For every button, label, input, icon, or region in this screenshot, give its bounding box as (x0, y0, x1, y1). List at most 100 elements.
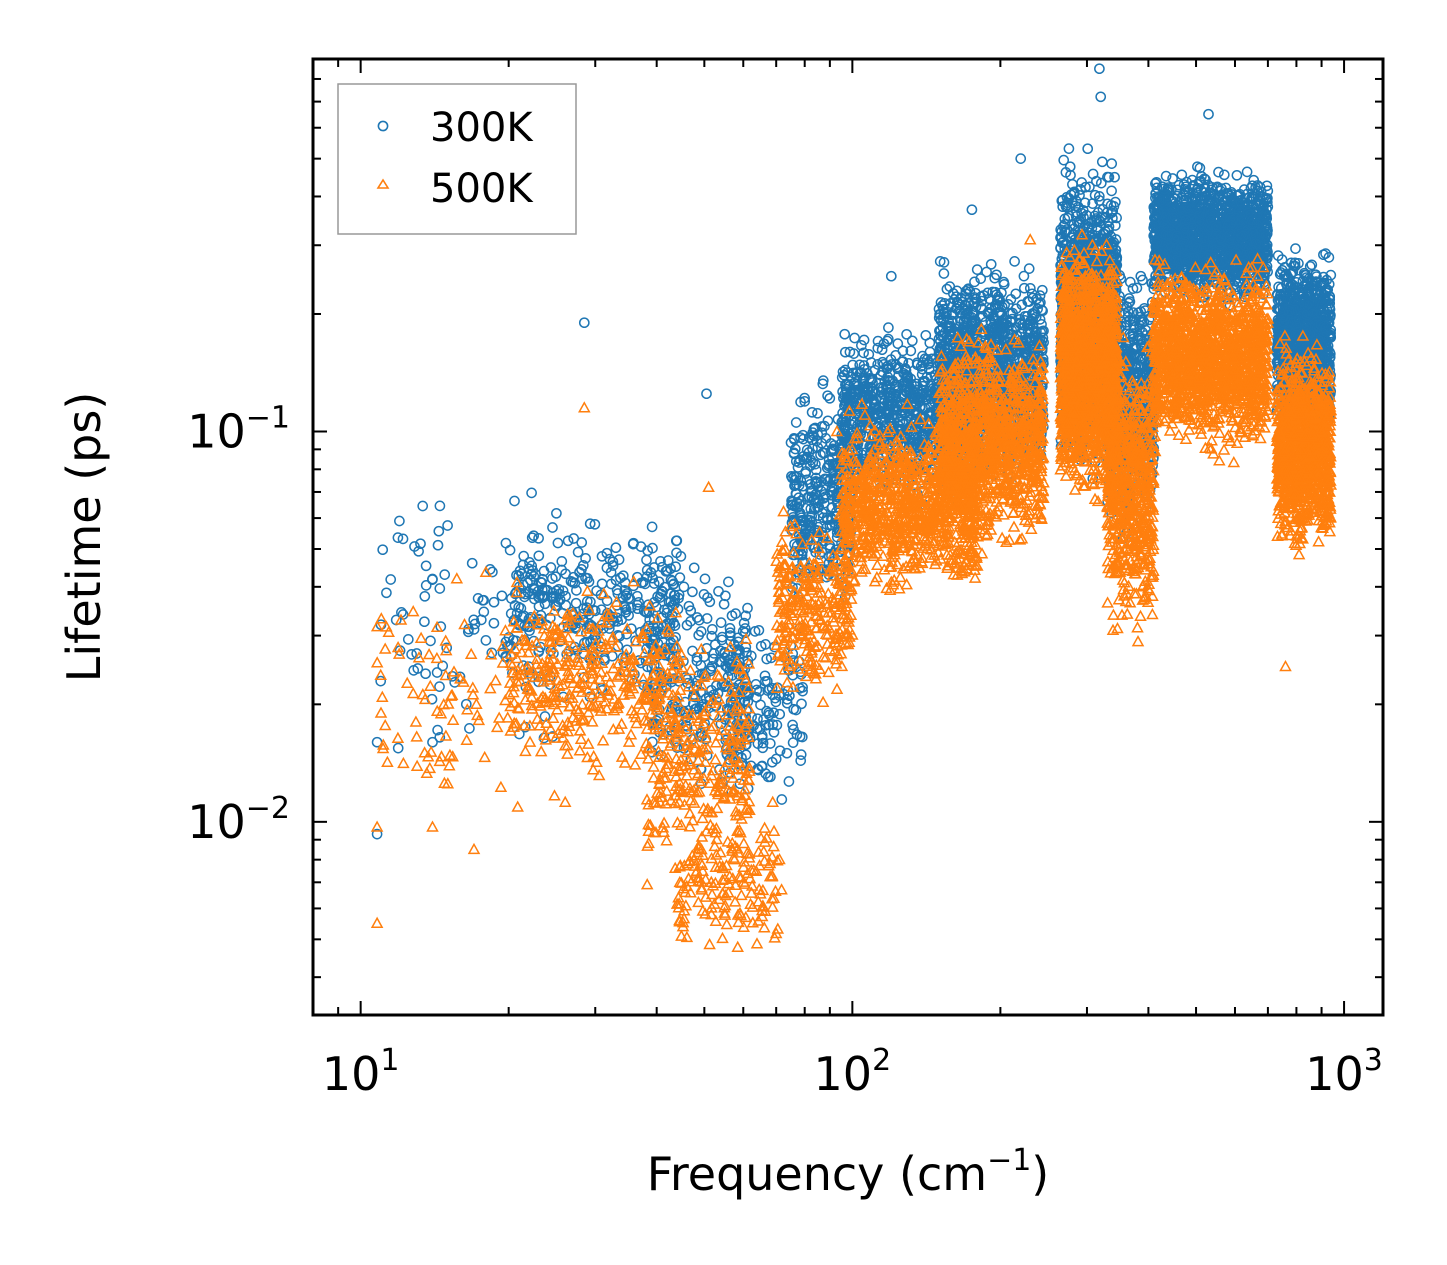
point-300K (763, 719, 775, 731)
point-300K (690, 703, 702, 715)
point-300K (535, 576, 547, 588)
point-300K (971, 264, 983, 275)
point-300K (415, 538, 426, 550)
point-300K (1063, 143, 1075, 154)
point-300K (796, 698, 807, 710)
point-300K (681, 619, 693, 631)
point-300K (795, 755, 807, 766)
point-300K (1082, 143, 1094, 155)
point-300K (468, 624, 480, 635)
point-300K (648, 578, 660, 589)
point-300K (647, 542, 658, 554)
point-300K (557, 585, 569, 597)
point-300K (420, 560, 432, 572)
point-300K (576, 537, 588, 548)
point-300K (526, 487, 537, 499)
point-300K (526, 532, 538, 544)
point-300K (706, 660, 718, 672)
point-300K (524, 625, 535, 637)
point-300K (578, 614, 589, 626)
point-300K (610, 542, 622, 554)
point-300K (1009, 256, 1020, 267)
point-300K (740, 610, 752, 622)
point-300K (892, 338, 904, 349)
point-300K (981, 266, 992, 278)
point-300K (739, 623, 751, 634)
point-300K (406, 649, 417, 660)
point-300K (562, 535, 574, 547)
point-300K (584, 518, 596, 530)
point-300K (408, 665, 420, 676)
point-300K (556, 556, 568, 567)
point-300K (523, 613, 535, 625)
point-300K (417, 500, 429, 512)
point-300K (858, 334, 870, 346)
point-300K (425, 635, 436, 647)
point-300K (662, 555, 674, 566)
point-300K (433, 525, 445, 537)
point-300K (742, 602, 753, 614)
point-300K (464, 723, 475, 734)
point-300K (509, 495, 520, 507)
point-300K (550, 571, 562, 583)
point-300K (580, 572, 591, 584)
data-points (370, 63, 1338, 952)
point-300K (669, 620, 681, 631)
point-300K (632, 603, 643, 615)
point-300K (849, 332, 860, 344)
point-300K (941, 283, 953, 295)
point-300K (1096, 156, 1108, 168)
point-300K (668, 642, 679, 654)
point-300K (641, 554, 652, 566)
point-300K (863, 349, 875, 360)
point-300K (693, 614, 705, 626)
point-300K (439, 569, 451, 580)
point-300K (774, 745, 786, 757)
point-300K (822, 390, 833, 402)
point-300K (616, 614, 627, 626)
point-300K (539, 591, 550, 602)
point-300K (736, 723, 747, 735)
point-300K (737, 625, 749, 637)
point-300K (516, 568, 528, 580)
point-300K (595, 589, 607, 601)
point-300K (745, 650, 757, 662)
point-300K (466, 557, 478, 569)
point-300K (478, 606, 490, 618)
point-300K (724, 623, 736, 634)
point-300K (665, 642, 676, 654)
point-300K (645, 567, 657, 578)
point-300K (675, 551, 687, 562)
point-300K (766, 756, 778, 768)
point-300K (776, 794, 788, 805)
point-300K (539, 598, 551, 610)
point-300K (442, 520, 453, 531)
point-300K (571, 585, 582, 596)
point-300K (441, 642, 453, 654)
point-300K (688, 562, 700, 574)
point-300K (698, 651, 710, 663)
point-300K (576, 563, 587, 575)
point-300K (552, 537, 564, 549)
point-300K (708, 648, 720, 659)
point-300K (730, 608, 741, 619)
point-300K (480, 635, 492, 646)
point-300K (533, 601, 545, 612)
point-300K (565, 576, 577, 587)
point-300K (647, 572, 659, 584)
point-300K (719, 652, 730, 664)
point-300K (572, 546, 584, 558)
point-300K (580, 553, 591, 564)
point-300K (375, 675, 387, 687)
point-300K (596, 578, 608, 590)
point-300K (783, 776, 795, 787)
point-300K (901, 328, 912, 340)
point-300K (545, 562, 557, 573)
point-300K (381, 587, 392, 599)
point-300K (530, 569, 541, 580)
point-300K (839, 328, 851, 340)
point-300K (504, 544, 516, 556)
point-300K (419, 616, 430, 628)
point-300K (434, 731, 446, 743)
point-300K (723, 576, 734, 588)
